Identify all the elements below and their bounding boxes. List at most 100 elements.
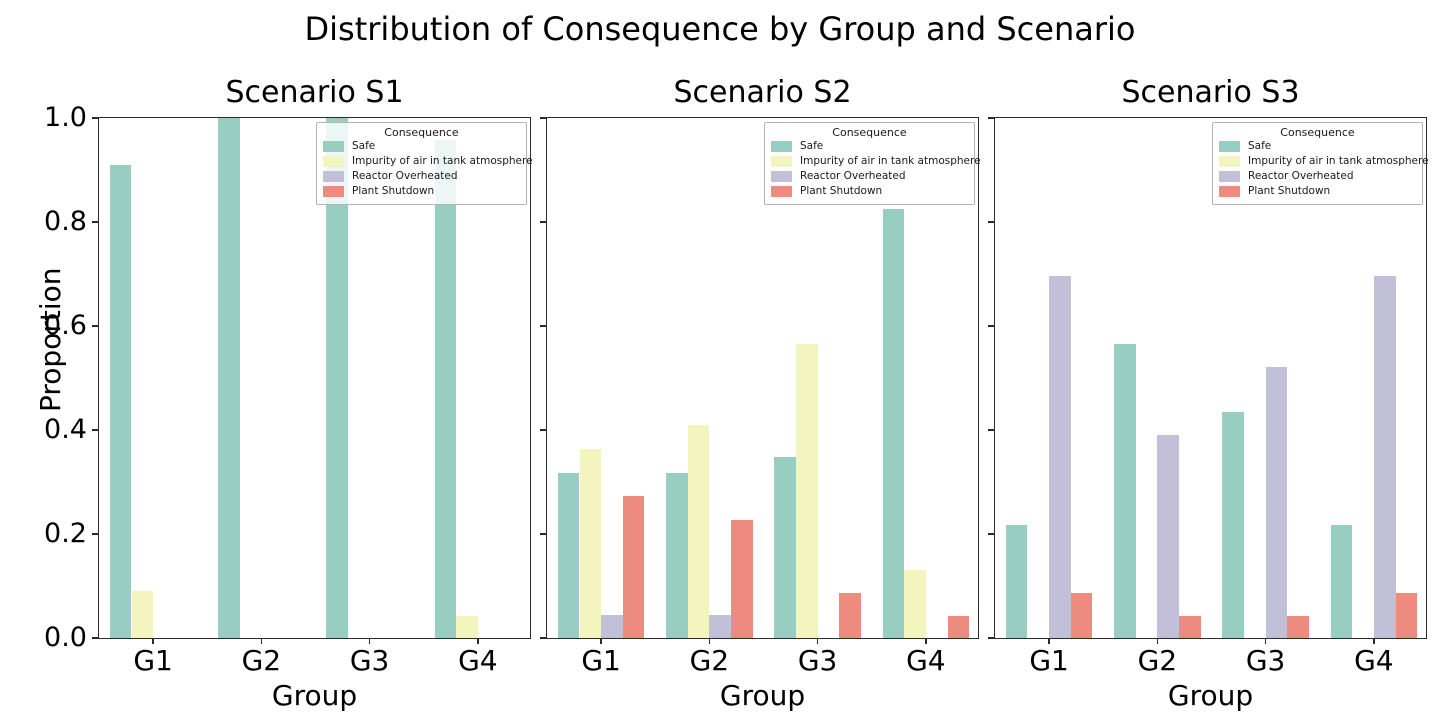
legend-swatch-icon bbox=[771, 171, 792, 182]
y-tick-mark bbox=[988, 429, 994, 431]
bar-scenario-s3-g2-reactor-overheated bbox=[1157, 434, 1180, 638]
x-tick-mark bbox=[152, 638, 154, 644]
legend-title: Consequence bbox=[1280, 126, 1355, 139]
bar-scenario-s3-g3-plant-shutdown bbox=[1287, 615, 1309, 638]
figure-title: Distribution of Consequence by Group and… bbox=[304, 10, 1136, 48]
x-tick-label-g3: G3 bbox=[349, 644, 390, 677]
legend: Consequence Safe Impurity of air in tank a… bbox=[316, 122, 533, 205]
bar-scenario-s2-g2-plant-shutdown bbox=[731, 520, 753, 638]
bar-scenario-s3-g1-reactor-overheated bbox=[1049, 276, 1071, 638]
legend-label: Reactor Overheated bbox=[352, 170, 458, 182]
legend-label: Plant Shutdown bbox=[352, 185, 435, 197]
legend-swatch-icon bbox=[1219, 171, 1240, 182]
y-tick-mark bbox=[92, 221, 98, 223]
x-tick-mark bbox=[600, 638, 602, 644]
bar-scenario-s1-g3-safe bbox=[326, 118, 348, 638]
bar-scenario-s3-g2-safe bbox=[1114, 344, 1136, 638]
y-tick-mark bbox=[92, 325, 98, 327]
x-tick-label-g4: G4 bbox=[906, 644, 946, 677]
bar-scenario-s3-g4-plant-shutdown bbox=[1395, 592, 1418, 638]
y-tick-mark bbox=[92, 117, 98, 119]
x-tick-label-g3: G3 bbox=[1245, 644, 1286, 677]
bar-scenario-s2-g1-reactor-overheated bbox=[601, 614, 623, 638]
plot-area: G1 G2 G3 G4 Consequence Safe Impurity of air i… bbox=[540, 117, 981, 677]
y-tick-mark bbox=[540, 429, 546, 431]
legend-swatch-icon bbox=[1219, 186, 1240, 197]
bar-scenario-s3-g1-plant-shutdown bbox=[1070, 592, 1093, 638]
x-axis-label: Group bbox=[271, 679, 358, 712]
bar-scenario-s2-g1-safe bbox=[557, 472, 580, 638]
y-tick-mark bbox=[988, 117, 994, 119]
legend-swatch-icon bbox=[1219, 141, 1240, 152]
subplot-title: Scenario S3 bbox=[1121, 75, 1300, 110]
plot-area: 0.0 0.2 0.4 0.6 0.8 1.0 G1 G2 G3 G4 Consequence Saf… bbox=[44, 103, 533, 677]
legend-swatch-icon bbox=[771, 186, 792, 197]
legend-swatch-icon bbox=[1219, 156, 1240, 167]
legend-label: Impurity of air in tank atmosphere bbox=[1248, 155, 1429, 167]
bar-scenario-s2-g3-impurity-of-air-in-tank-atmosphere bbox=[796, 344, 818, 638]
x-tick-mark bbox=[260, 638, 263, 644]
bar-scenario-s2-g1-plant-shutdown bbox=[622, 496, 645, 638]
y-tick-label: 0.0 bbox=[44, 622, 87, 653]
bar-scenario-s2-g3-plant-shutdown bbox=[839, 592, 861, 638]
legend-entry-safe: Safe bbox=[323, 139, 520, 154]
legend-entry-safe: Safe bbox=[771, 139, 968, 154]
x-tick-label-g1: G1 bbox=[581, 644, 621, 677]
bar-scenario-s3-g3-reactor-overheated bbox=[1265, 366, 1288, 638]
x-tick-label-g3: G3 bbox=[797, 644, 838, 677]
legend-label: Reactor Overheated bbox=[1248, 170, 1354, 182]
legend-swatch-icon bbox=[323, 156, 344, 167]
y-tick-label: 0.8 bbox=[44, 206, 87, 237]
x-tick-mark bbox=[368, 638, 371, 644]
legend-label: Plant Shutdown bbox=[1248, 185, 1331, 197]
subplot-title: Scenario S1 bbox=[225, 75, 404, 110]
bar-scenario-s1-g4-impurity-of-air-in-tank-atmosphere bbox=[456, 615, 478, 638]
bar-scenario-s1-g1-impurity-of-air-in-tank-atmosphere bbox=[131, 590, 154, 638]
legend-swatch-icon bbox=[771, 141, 792, 152]
legend-label: Safe bbox=[800, 140, 824, 152]
bar-scenario-s2-g3-safe bbox=[774, 457, 796, 638]
subplot-scenario-s3: Scenario S3 G1 G2 G3 G4 Consequence Safe Impur… bbox=[988, 0, 1429, 720]
y-tick-label: 0.6 bbox=[44, 310, 87, 341]
x-tick-label-g2: G2 bbox=[241, 644, 282, 677]
legend-entry-reactor-overheated: Reactor Overheated bbox=[1219, 169, 1416, 184]
bar-scenario-s2-g1-impurity-of-air-in-tank-atmosphere bbox=[579, 448, 602, 638]
bar-scenario-s1-g2-safe bbox=[218, 118, 240, 638]
x-axis-label: Group bbox=[1167, 679, 1254, 712]
legend-label: Impurity of air in tank atmosphere bbox=[352, 155, 533, 167]
plot-area: G1 G2 G3 G4 Consequence Safe Impurity of air i… bbox=[988, 117, 1429, 677]
legend-entry-plant-shutdown: Plant Shutdown bbox=[771, 184, 968, 199]
y-tick-mark bbox=[988, 637, 994, 639]
bar-scenario-s3-g2-plant-shutdown bbox=[1179, 615, 1201, 638]
bar-scenario-s3-g4-reactor-overheated bbox=[1373, 276, 1396, 638]
bar-scenario-s3-g3-safe bbox=[1222, 411, 1244, 638]
bar-scenario-s3-g1-safe bbox=[1005, 525, 1028, 638]
x-axis-label: Group bbox=[719, 679, 806, 712]
legend-entry-impurity-of-air-in-tank-atmosphere: Impurity of air in tank atmosphere bbox=[323, 154, 533, 169]
legend-swatch-icon bbox=[323, 141, 344, 152]
legend-label: Impurity of air in tank atmosphere bbox=[800, 155, 981, 167]
legend-entry-reactor-overheated: Reactor Overheated bbox=[323, 169, 520, 184]
legend-label: Reactor Overheated bbox=[800, 170, 906, 182]
y-tick-mark bbox=[988, 533, 994, 535]
bar-scenario-s2-g2-reactor-overheated bbox=[709, 614, 732, 638]
legend-swatch-icon bbox=[771, 156, 792, 167]
y-tick-mark bbox=[92, 429, 98, 431]
y-tick-label: 0.4 bbox=[44, 414, 87, 445]
x-tick-mark bbox=[1156, 638, 1159, 644]
y-tick-mark bbox=[988, 325, 994, 327]
legend-label: Safe bbox=[352, 140, 376, 152]
bar-scenario-s2-g4-safe bbox=[882, 208, 905, 638]
legend-entry-plant-shutdown: Plant Shutdown bbox=[1219, 184, 1416, 199]
x-tick-label-g1: G1 bbox=[1029, 644, 1069, 677]
x-tick-label-g1: G1 bbox=[133, 644, 173, 677]
y-axis-label: Proportion bbox=[34, 267, 67, 412]
legend-entry-plant-shutdown: Plant Shutdown bbox=[323, 184, 520, 199]
y-tick-mark bbox=[92, 637, 98, 639]
y-tick-mark bbox=[540, 221, 546, 223]
y-tick-mark bbox=[92, 533, 98, 535]
legend-entry-reactor-overheated: Reactor Overheated bbox=[771, 169, 968, 184]
y-tick-mark bbox=[540, 117, 546, 119]
legend-title: Consequence bbox=[384, 126, 459, 139]
bar-scenario-s1-g4-safe bbox=[434, 140, 457, 638]
